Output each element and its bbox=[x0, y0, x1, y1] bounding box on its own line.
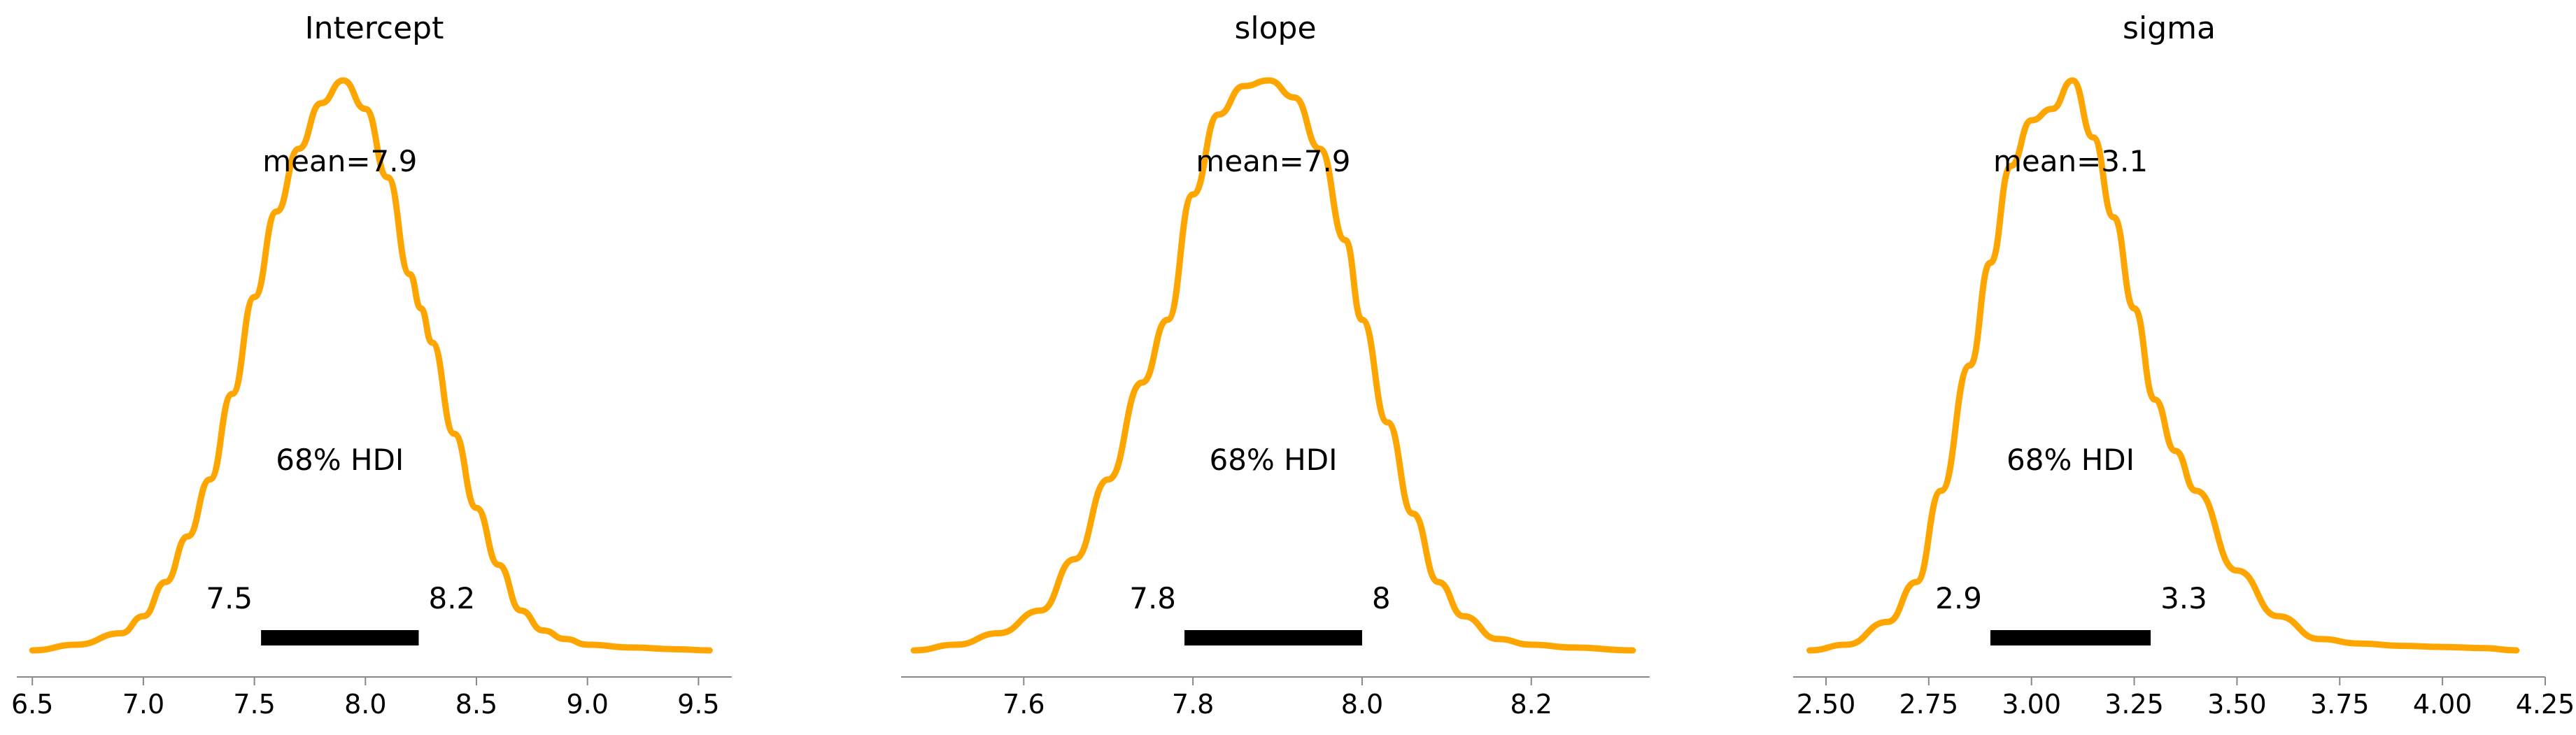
mean-label: mean=7.9 bbox=[262, 144, 417, 178]
hdi-label: 68% HDI bbox=[1209, 443, 1337, 477]
x-tick-label: 8.5 bbox=[455, 689, 497, 720]
density-curve bbox=[29, 77, 713, 654]
hdi-lower-label: 2.9 bbox=[1935, 581, 1982, 615]
x-tick-label: 7.0 bbox=[122, 689, 164, 720]
hdi-label: 68% HDI bbox=[2007, 443, 2135, 477]
density-curve bbox=[910, 77, 1636, 654]
x-tick-label: 3.50 bbox=[2207, 689, 2267, 720]
x-tick-label: 8.0 bbox=[344, 689, 386, 720]
panel-title: slope bbox=[1234, 10, 1316, 46]
x-tick-label: 4.00 bbox=[2413, 689, 2472, 720]
hdi-lower-label: 7.8 bbox=[1129, 581, 1176, 615]
x-tick-label: 9.0 bbox=[566, 689, 608, 720]
hdi-label: 68% HDI bbox=[276, 443, 404, 477]
x-tick-label: 9.5 bbox=[677, 689, 719, 720]
density-curve bbox=[1806, 77, 2520, 654]
x-tick-label: 7.5 bbox=[233, 689, 275, 720]
panel-title: Intercept bbox=[305, 10, 444, 46]
x-tick-label: 6.5 bbox=[11, 689, 53, 720]
x-tick-label: 4.25 bbox=[2516, 689, 2575, 720]
hdi-upper-label: 8 bbox=[1372, 581, 1391, 615]
x-tick-label: 7.8 bbox=[1172, 689, 1214, 720]
x-tick-label: 2.75 bbox=[1899, 689, 1959, 720]
panel-slope: slope mean=7.9 68% HDI 7.8 8 7.6 7.8 8.0 8.2 bbox=[901, 10, 1650, 720]
x-tick-label: 3.00 bbox=[2002, 689, 2061, 720]
x-tick-label: 8.0 bbox=[1341, 689, 1383, 720]
x-tick-label: 3.25 bbox=[2104, 689, 2164, 720]
hdi-lower-label: 7.5 bbox=[206, 581, 253, 615]
x-tick-label: 8.2 bbox=[1510, 689, 1552, 720]
panel-intercept: Intercept mean=7.9 68% HDI 7.5 8.2 6.5 7.0 7.5 8… bbox=[11, 10, 732, 720]
x-tick-label: 7.6 bbox=[1003, 689, 1045, 720]
panel-title: sigma bbox=[2123, 10, 2216, 46]
panel-sigma: sigma mean=3.1 68% HDI 2.9 3.3 2.50 2.75 3.00 3.… bbox=[1793, 10, 2575, 720]
mean-label: mean=3.1 bbox=[1993, 144, 2148, 178]
hdi-upper-label: 3.3 bbox=[2160, 581, 2207, 615]
hdi-upper-label: 8.2 bbox=[428, 581, 475, 615]
x-tick-label: 3.75 bbox=[2310, 689, 2370, 720]
x-tick-label: 2.50 bbox=[1797, 689, 1856, 720]
mean-label: mean=7.9 bbox=[1196, 144, 1350, 178]
